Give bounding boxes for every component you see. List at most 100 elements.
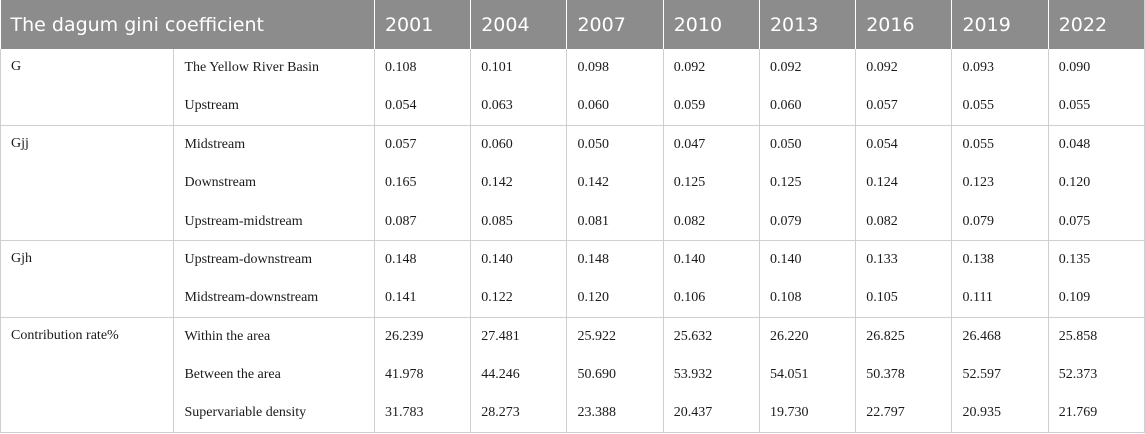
- value-cell: 26.825: [855, 317, 952, 357]
- value-cell: 23.388: [566, 394, 664, 433]
- value-cell: 0.138: [951, 240, 1049, 280]
- table-row: Gjj Midstream 0.057 0.060 0.050 0.047 0.050 0.0…: [0, 125, 1145, 241]
- row-name-cell: Between the area: [173, 356, 375, 395]
- row-name-cell: Upstream-downstream: [173, 240, 375, 280]
- value-cell: 19.730: [758, 394, 856, 433]
- value-cell: 0.148: [566, 240, 664, 280]
- value-cell: 0.093: [951, 49, 1049, 88]
- value-cell: 0.135: [1047, 240, 1145, 280]
- value-cell: 0.142: [470, 164, 567, 203]
- row-name-cell: Midstream-downstream: [173, 279, 375, 318]
- value-cell: 52.597: [951, 356, 1049, 395]
- value-cell: 44.246: [470, 356, 567, 395]
- value-cell: 0.081: [566, 202, 664, 241]
- value-cell: 0.140: [470, 240, 567, 280]
- table-header: The dagum gini coefficient 2001 2004 200…: [0, 0, 1145, 49]
- value-cell: 20.437: [662, 394, 760, 433]
- value-cell: 0.057: [373, 125, 471, 165]
- value-cell: 0.079: [758, 202, 856, 241]
- row-name-cell: Supervariable density: [173, 394, 375, 433]
- header-cell-year: 2013: [758, 0, 856, 49]
- value-cell: 53.932: [662, 356, 760, 395]
- table-row: Midstream-downstream 0.141 0.122 0.120 0.106…: [1, 279, 1145, 318]
- value-cell: 26.468: [951, 317, 1049, 357]
- value-cell: 0.122: [470, 279, 567, 318]
- value-cell: 0.123: [951, 164, 1049, 203]
- header-cell-title: The dagum gini coefficient: [0, 0, 375, 49]
- value-cell: 0.148: [373, 240, 471, 280]
- header-cell-year: 2007: [566, 0, 664, 49]
- value-cell: 0.055: [951, 125, 1049, 165]
- value-cell: 0.048: [1047, 125, 1145, 165]
- table-row: Contribution rate% Within the area 26.239 2…: [0, 317, 1145, 433]
- table-body: G The Yellow River Basin 0.108 0.101 0.098 0.…: [0, 49, 1145, 433]
- value-cell: 0.142: [566, 164, 664, 203]
- group-label-cell: G: [0, 49, 174, 126]
- value-cell: 0.125: [662, 164, 760, 203]
- value-cell: 0.108: [758, 279, 856, 318]
- row-name-cell: Midstream: [173, 125, 375, 165]
- header-cell-year: 2001: [373, 0, 471, 49]
- header-row: The dagum gini coefficient 2001 2004 200…: [0, 0, 1145, 49]
- header-cell-year: 2019: [951, 0, 1049, 49]
- value-cell: 27.481: [470, 317, 567, 357]
- table-row: Between the area 41.978 44.246 50.690 53.932…: [1, 356, 1145, 395]
- header-cell-year: 2022: [1047, 0, 1145, 49]
- header-cell-year: 2004: [470, 0, 567, 49]
- row-name-cell: The Yellow River Basin: [173, 49, 375, 88]
- value-cell: 0.059: [662, 87, 760, 126]
- value-cell: 25.632: [662, 317, 760, 357]
- value-cell: 26.239: [373, 317, 471, 357]
- header-cell-year: 2010: [662, 0, 760, 49]
- value-cell: 0.111: [951, 279, 1049, 318]
- table-row: Downstream 0.165 0.142 0.142 0.125 0.125 0.124…: [1, 164, 1145, 203]
- value-cell: 0.108: [373, 49, 471, 88]
- row-name-cell: Upstream: [173, 87, 375, 126]
- value-cell: 20.935: [951, 394, 1049, 433]
- value-cell: 0.092: [855, 49, 952, 88]
- value-cell: 0.060: [470, 125, 567, 165]
- value-cell: 41.978: [373, 356, 471, 395]
- header-cell-year: 2016: [855, 0, 952, 49]
- value-cell: 0.133: [855, 240, 952, 280]
- value-cell: 0.120: [566, 279, 664, 318]
- table-row: Upstream 0.054 0.063 0.060 0.059 0.060 0.057 0.…: [1, 87, 1145, 126]
- value-cell: 0.092: [758, 49, 856, 88]
- value-cell: 0.057: [855, 87, 952, 126]
- value-cell: 0.120: [1047, 164, 1145, 203]
- value-cell: 0.050: [758, 125, 856, 165]
- value-cell: 0.092: [662, 49, 760, 88]
- value-cell: 25.922: [566, 317, 664, 357]
- value-cell: 0.082: [662, 202, 760, 241]
- value-cell: 50.378: [855, 356, 952, 395]
- value-cell: 21.769: [1047, 394, 1145, 433]
- value-cell: 0.055: [951, 87, 1049, 126]
- value-cell: 0.055: [1047, 87, 1145, 126]
- value-cell: 25.858: [1047, 317, 1145, 357]
- value-cell: 0.060: [566, 87, 664, 126]
- group-label-cell: Gjh: [0, 240, 174, 318]
- value-cell: 0.090: [1047, 49, 1145, 88]
- value-cell: 28.273: [470, 394, 567, 433]
- value-cell: 0.075: [1047, 202, 1145, 241]
- value-cell: 0.079: [951, 202, 1049, 241]
- value-cell: 31.783: [373, 394, 471, 433]
- row-name-cell: Downstream: [173, 164, 375, 203]
- value-cell: 0.101: [470, 49, 567, 88]
- value-cell: 0.087: [373, 202, 471, 241]
- value-cell: 0.047: [662, 125, 760, 165]
- value-cell: 0.106: [662, 279, 760, 318]
- value-cell: 0.140: [758, 240, 856, 280]
- value-cell: 0.085: [470, 202, 567, 241]
- value-cell: 0.050: [566, 125, 664, 165]
- table-row: Supervariable density 31.783 28.273 23.388 2…: [1, 394, 1145, 433]
- value-cell: 26.220: [758, 317, 856, 357]
- value-cell: 22.797: [855, 394, 952, 433]
- value-cell: 0.124: [855, 164, 952, 203]
- value-cell: 54.051: [758, 356, 856, 395]
- value-cell: 0.054: [855, 125, 952, 165]
- value-cell: 0.125: [758, 164, 856, 203]
- table-row: G The Yellow River Basin 0.108 0.101 0.098 0.…: [0, 49, 1145, 126]
- group-label-cell: Gjj: [0, 125, 174, 241]
